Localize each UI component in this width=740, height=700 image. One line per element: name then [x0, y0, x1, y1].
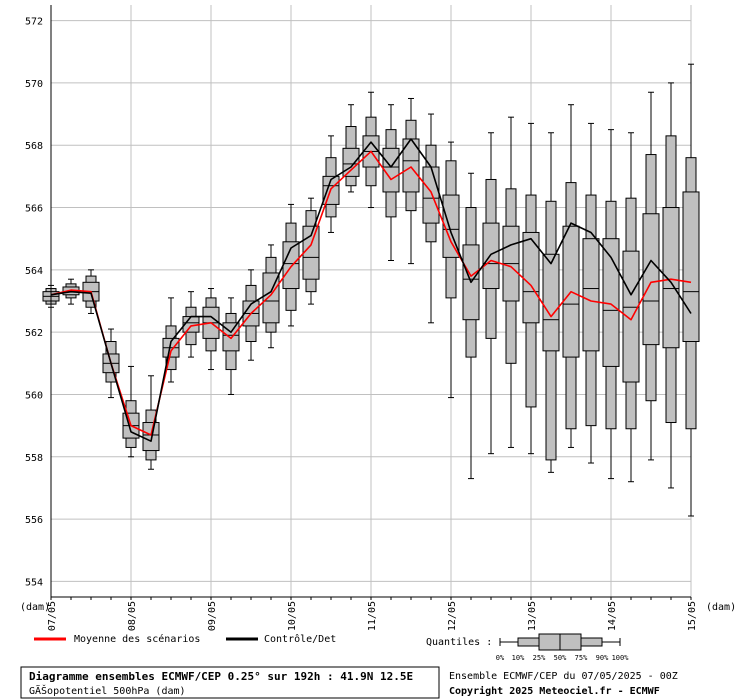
quantiles-item-labels: 0% 10% 25% 50% 75% 90% 100% — [496, 654, 629, 662]
y-tick-label: 562 — [25, 328, 43, 339]
y-tick-labels: 554 556 558 560 562 564 566 568 570 572 — [25, 17, 43, 589]
box-item — [282, 203, 300, 327]
legend-mean-label: Moyenne des scénarios — [74, 633, 200, 645]
box-item — [162, 297, 180, 383]
quantiles-item-label: 50% — [554, 654, 567, 662]
box-iqr — [142, 422, 160, 452]
x-tick-labels: 07/05 08/05 09/05 10/05 11/05 12/05 13/05 14/05… — [47, 601, 698, 631]
quantiles-item-label: 25% — [533, 654, 546, 662]
box-item — [462, 172, 480, 480]
quantiles-item-label: 10% — [512, 654, 525, 662]
copyright: Copyright 2025 Meteociel.fr - ECMWF — [449, 685, 660, 697]
quantiles-item-label: 75% — [575, 654, 588, 662]
x-tick-label: 11/05 — [367, 601, 378, 631]
chart-title: Diagramme ensembles ECMWF/CEP 0.25° sur … — [29, 670, 413, 683]
box-iqr — [342, 147, 360, 177]
x-tick-label: 14/05 — [607, 601, 618, 631]
y-unit-left: (dam) — [20, 602, 50, 613]
box-iqr — [582, 238, 600, 352]
box-item — [482, 132, 500, 455]
quantiles-label: Quantiles : — [426, 637, 492, 648]
box-item — [342, 104, 360, 193]
legend-control-label: Contrôle/Det — [264, 633, 336, 645]
box-iqr — [682, 191, 700, 343]
y-tick-label: 564 — [25, 266, 43, 277]
box-item — [382, 104, 400, 261]
x-tick-label: 10/05 — [287, 601, 298, 631]
x-tick-label: 13/05 — [527, 601, 538, 631]
box-item — [542, 132, 560, 473]
quantiles-key: Quantiles : 0% 10% 25% 50% 75% 90% 100% — [426, 633, 629, 662]
title-frame — [20, 666, 440, 699]
quantiles-item-label: 90% — [596, 654, 609, 662]
box-item — [582, 122, 600, 464]
series-lines — [50, 138, 692, 443]
x-tick-label: 08/05 — [127, 601, 138, 631]
x-tick-label: 15/05 — [687, 601, 698, 631]
box-iqr — [422, 166, 440, 224]
y-unit-right: (dam) — [706, 602, 736, 613]
x-tick-label: 12/05 — [447, 601, 458, 631]
box-item — [222, 297, 240, 395]
box-item — [242, 269, 260, 361]
y-tick-label: 566 — [25, 204, 43, 215]
y-tick-label: 556 — [25, 515, 43, 526]
box-iqr — [542, 253, 560, 352]
box-item — [402, 97, 420, 265]
box-iqr — [262, 272, 280, 324]
quantiles-item-label: 0% — [496, 654, 505, 662]
chart-subtitle: GÃŠopotentiel 500hPa (dam) — [29, 684, 186, 697]
box-iqr — [642, 213, 660, 346]
y-tick-label: 570 — [25, 79, 43, 90]
box-iqr — [482, 222, 500, 290]
box-item — [622, 132, 640, 483]
box-iqr — [622, 250, 640, 383]
box-item — [202, 288, 220, 371]
box-item — [682, 63, 700, 517]
box-item — [502, 116, 520, 448]
legend: Moyenne des scénarios Contrôle/Det — [34, 633, 336, 645]
y-tick-label: 558 — [25, 453, 43, 464]
y-tick-label: 572 — [25, 17, 43, 28]
y-tick-label: 568 — [25, 141, 43, 152]
box-item — [642, 91, 660, 461]
ensemble-info: Ensemble ECMWF/CEP du 07/05/2025 - 00Z — [449, 671, 678, 682]
box-item — [522, 122, 540, 455]
box-iqr — [662, 207, 680, 349]
axes — [50, 5, 692, 600]
box-item — [142, 375, 160, 470]
x-tick-label: 07/05 — [47, 601, 58, 631]
quantiles-item-label: 100% — [612, 654, 630, 662]
series-control-line — [50, 138, 692, 443]
y-tick-label: 554 — [25, 577, 43, 588]
box-iqr — [382, 147, 400, 193]
y-tick-label: 560 — [25, 390, 43, 401]
box-item — [662, 82, 680, 489]
x-tick-label: 09/05 — [207, 601, 218, 631]
box-item — [562, 104, 580, 448]
